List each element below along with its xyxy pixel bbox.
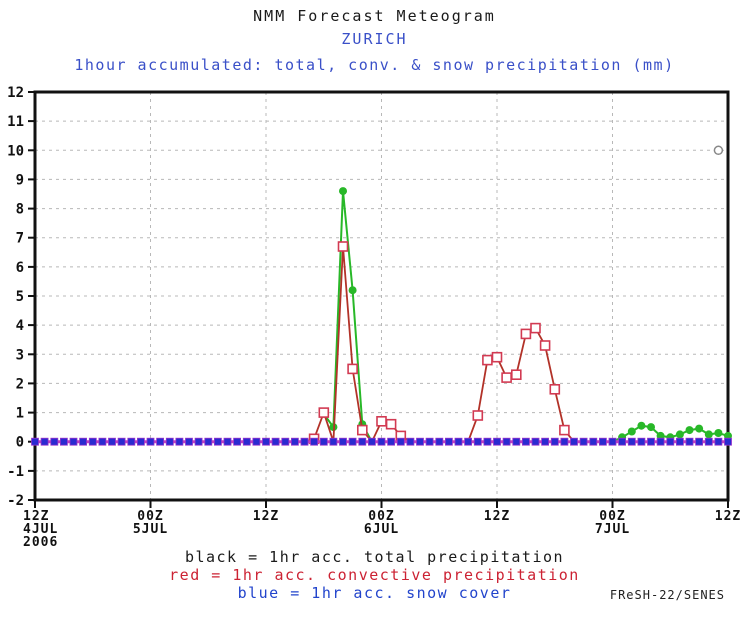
svg-text:3: 3 bbox=[16, 347, 24, 363]
credit-label: FReSH-22/SENES bbox=[609, 588, 725, 602]
svg-text:12Z: 12Z bbox=[484, 509, 510, 524]
svg-text:-1: -1 bbox=[7, 464, 24, 480]
svg-text:7JUL: 7JUL bbox=[595, 522, 630, 537]
svg-text:12Z: 12Z bbox=[715, 509, 741, 524]
svg-text:6: 6 bbox=[16, 260, 24, 276]
station-name: ZURICH bbox=[341, 30, 408, 48]
svg-text:5: 5 bbox=[16, 289, 24, 305]
svg-text:6JUL: 6JUL bbox=[364, 522, 399, 537]
svg-text:00Z: 00Z bbox=[137, 509, 163, 524]
svg-text:10: 10 bbox=[7, 143, 24, 159]
chart-title: NMM Forecast Meteogram bbox=[253, 7, 496, 25]
svg-text:5JUL: 5JUL bbox=[133, 522, 168, 537]
legend-total: black = 1hr acc. total precipitation bbox=[184, 548, 565, 566]
legend-snow: blue = 1hr acc. snow cover bbox=[237, 584, 512, 602]
legend-convective: red = 1hr acc. convective precipitation bbox=[169, 566, 580, 584]
svg-text:8: 8 bbox=[16, 202, 24, 218]
svg-text:12: 12 bbox=[7, 85, 24, 101]
svg-text:9: 9 bbox=[16, 172, 24, 188]
svg-text:2: 2 bbox=[16, 376, 24, 392]
svg-text:12Z: 12Z bbox=[253, 509, 279, 524]
svg-text:4: 4 bbox=[16, 318, 24, 334]
svg-text:00Z: 00Z bbox=[368, 509, 394, 524]
svg-text:00Z: 00Z bbox=[599, 509, 625, 524]
svg-text:7: 7 bbox=[16, 231, 24, 247]
svg-text:2006: 2006 bbox=[23, 535, 58, 550]
svg-text:0: 0 bbox=[16, 435, 24, 451]
svg-text:4JUL: 4JUL bbox=[23, 522, 58, 537]
svg-text:11: 11 bbox=[7, 114, 24, 130]
svg-text:-2: -2 bbox=[7, 493, 24, 509]
svg-text:12Z: 12Z bbox=[23, 509, 49, 524]
svg-text:1: 1 bbox=[16, 406, 24, 422]
chart-subtitle: 1hour accumulated: total, conv. & snow p… bbox=[74, 56, 675, 74]
